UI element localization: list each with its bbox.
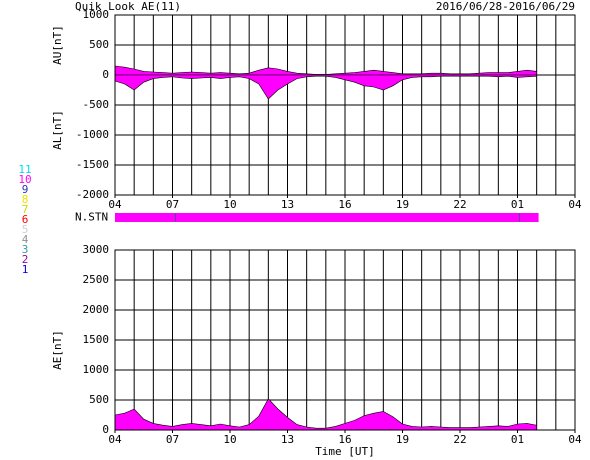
station-legend-label: 8	[22, 193, 29, 206]
station-legend-label: 2	[22, 253, 29, 266]
area	[114, 65, 537, 76]
x-tick-label: 22	[453, 433, 466, 446]
x-tick-label: 04	[568, 433, 582, 446]
station-legend-label: 10	[18, 173, 31, 186]
station-bar	[115, 213, 539, 222]
station-legend-label: 4	[22, 233, 29, 246]
x-tick-label: 16	[338, 433, 351, 446]
station-legend-label: 7	[22, 203, 29, 216]
x-tick-label: 01	[511, 433, 524, 446]
area	[114, 398, 537, 431]
x-tick-label: 04	[108, 433, 122, 446]
y-tick-label: 1000	[83, 8, 110, 21]
y-tick-label: 0	[102, 423, 109, 436]
y-tick-label: 500	[89, 393, 109, 406]
station-legend-label: 11	[18, 163, 31, 176]
date-range: 2016/06/28-2016/06/29	[436, 0, 575, 13]
y-tick-label: -2000	[76, 188, 109, 201]
title: Quik Look AE(11)	[75, 0, 181, 13]
y-tick-label: 2500	[83, 273, 110, 286]
y-tick-label: 500	[89, 38, 109, 51]
y-axis-label: AE[nT]	[51, 330, 64, 370]
y-axis-label: AU[nT]	[51, 25, 64, 65]
station-legend-label: 3	[22, 243, 29, 256]
y-tick-label: -1000	[76, 128, 109, 141]
y-tick-label: 1000	[83, 363, 110, 376]
x-axis-label: Time [UT]	[315, 445, 375, 458]
x-tick-label: 13	[281, 433, 294, 446]
x-tick-label: 19	[396, 198, 409, 211]
x-tick-label: 19	[396, 433, 409, 446]
y-tick-label: 2000	[83, 303, 110, 316]
station-legend-label: 6	[22, 213, 29, 226]
y-tick-label: 0	[102, 68, 109, 81]
plot-frame	[114, 249, 576, 431]
y-axis-label: AL[nT]	[51, 110, 64, 150]
station-legend-label: 9	[22, 183, 29, 196]
y-tick-label: -1500	[76, 158, 109, 171]
x-tick-label: 07	[166, 198, 179, 211]
area	[114, 74, 537, 100]
y-tick-label: -500	[83, 98, 110, 111]
x-tick-label: 13	[281, 198, 294, 211]
x-tick-label: 22	[453, 198, 466, 211]
plot-frame	[114, 14, 576, 196]
x-tick-label: 10	[223, 198, 236, 211]
x-tick-label: 01	[511, 198, 524, 211]
x-tick-label: 16	[338, 198, 351, 211]
y-tick-label: 3000	[83, 243, 110, 256]
x-tick-label: 07	[166, 433, 179, 446]
timeline-label: N.STN	[75, 211, 108, 224]
station-legend-label: 5	[22, 223, 29, 236]
x-tick-label: 04	[568, 198, 582, 211]
station-legend-label: 1	[22, 263, 29, 276]
x-tick-label: 10	[223, 433, 236, 446]
y-tick-label: 1500	[83, 333, 110, 346]
x-tick-label: 04	[108, 198, 122, 211]
